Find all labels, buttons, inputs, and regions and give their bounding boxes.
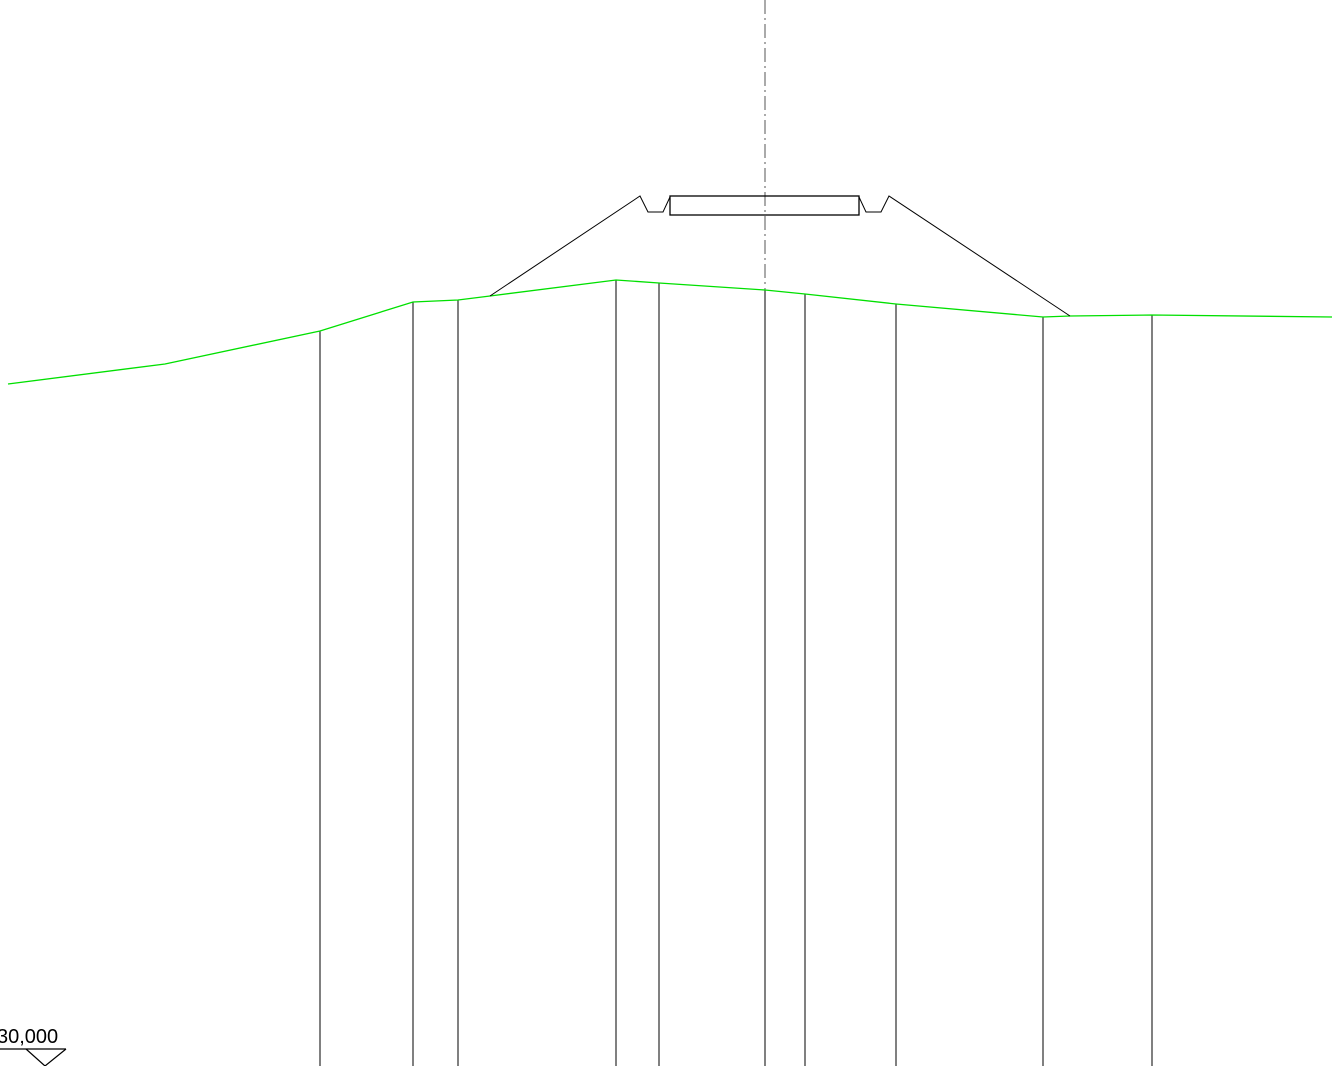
datum-marker: 30,000 [0,1026,67,1066]
datum-triangle-icon [25,1048,67,1066]
pavement-layer [669,195,860,216]
ground-profile-line [7,279,1332,385]
datum-elevation-label: 30,000 [0,1026,58,1048]
left-embankment-slope [489,195,671,297]
vertical-reference-lines [319,280,1153,1066]
right-embankment-slope [858,195,1071,317]
